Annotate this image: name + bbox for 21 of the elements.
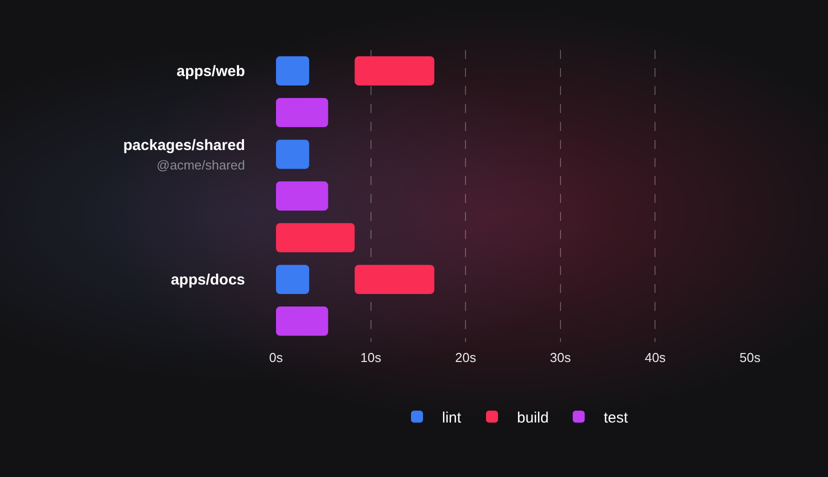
x-tick-label: 50s <box>740 350 761 365</box>
bar <box>276 98 328 128</box>
x-tick-label: 0s <box>269 350 284 365</box>
bar <box>354 56 434 86</box>
bar <box>276 181 328 211</box>
legend-label: test <box>604 410 629 426</box>
bar <box>276 56 310 86</box>
bar <box>276 264 310 294</box>
x-tick-label: 30s <box>550 350 572 365</box>
x-tick-label: 40s <box>644 350 666 365</box>
bar <box>276 223 355 252</box>
y-tick-label: packages/shared @acme/shared <box>123 136 245 172</box>
x-tick-label: 20s <box>455 350 477 365</box>
y-tick-label: apps/docs <box>170 272 245 289</box>
y-tick-label: apps/web <box>176 63 245 80</box>
bar <box>354 264 434 294</box>
x-tick-label: 10s <box>360 350 382 365</box>
legend-label: build <box>517 410 549 426</box>
bar <box>276 306 328 336</box>
legend-label: lint <box>442 410 462 426</box>
bar <box>276 140 310 169</box>
